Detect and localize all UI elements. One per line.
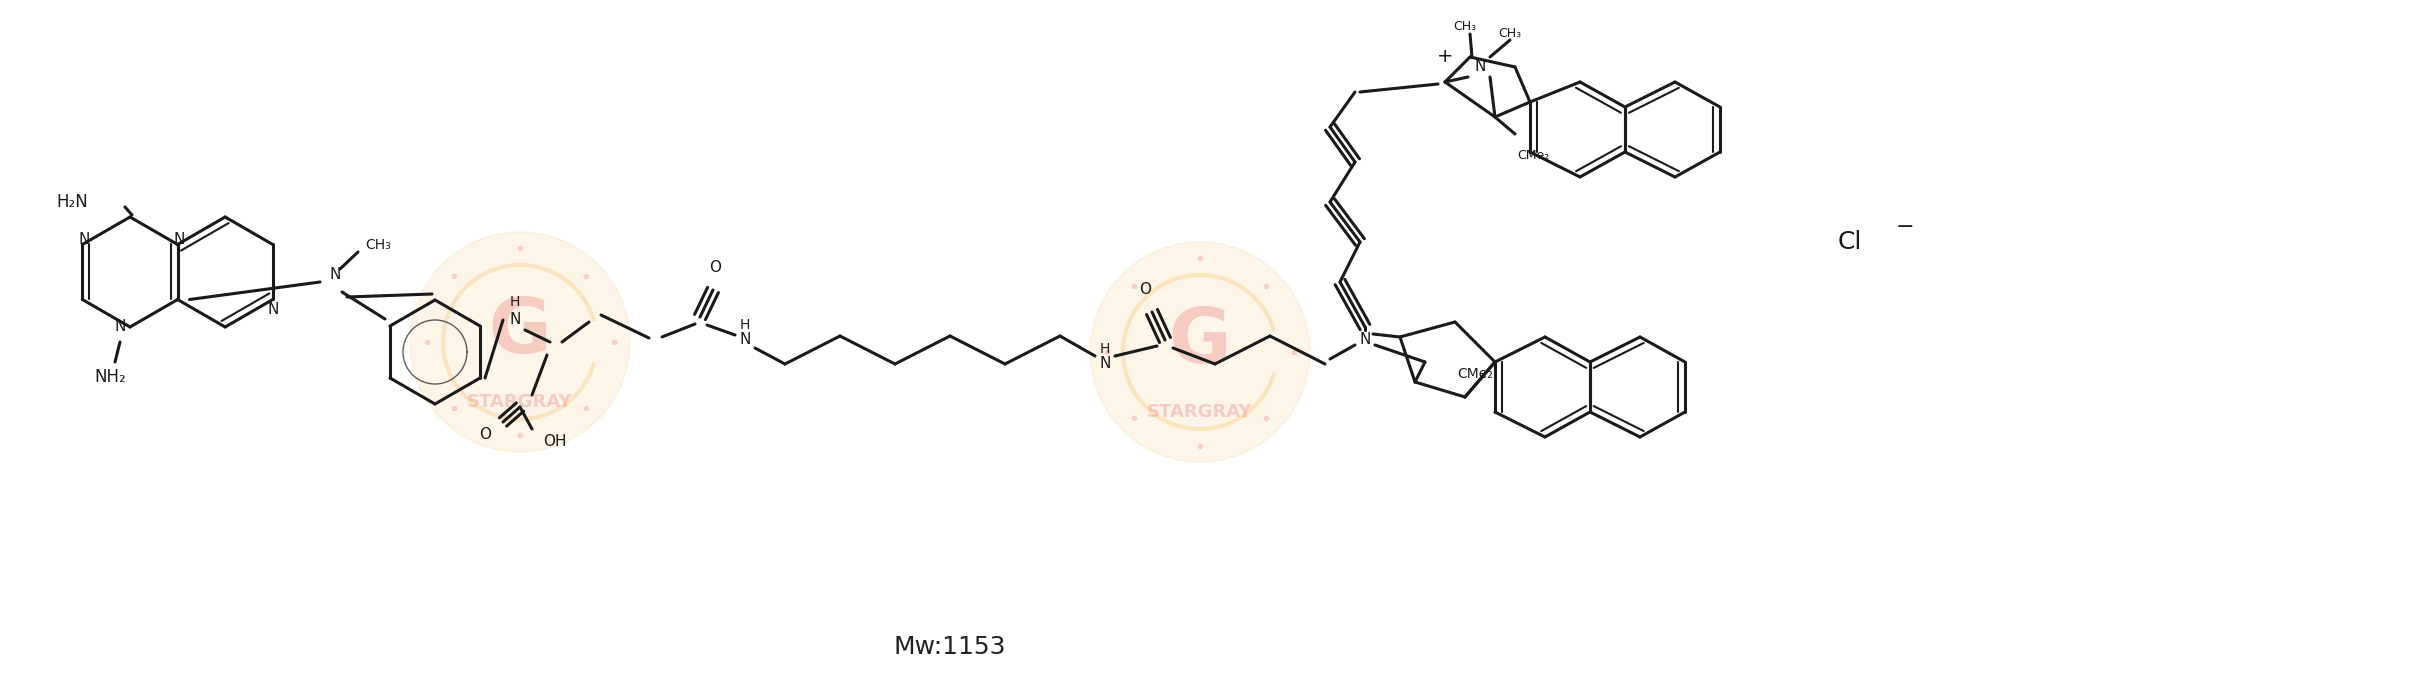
Text: CMe₂: CMe₂ [1517,149,1549,163]
Text: CMe₂: CMe₂ [1456,367,1493,381]
Text: +: + [1437,48,1454,66]
Text: H: H [511,295,520,309]
Text: H₂N: H₂N [56,193,88,211]
Text: N: N [78,232,90,247]
Text: O: O [710,260,722,275]
Text: O: O [479,428,491,442]
Text: CH₃: CH₃ [365,238,391,252]
Text: STARGRAY: STARGRAY [1147,403,1252,421]
Text: N: N [175,232,185,247]
Text: H: H [1099,342,1111,356]
Circle shape [1089,242,1310,462]
Circle shape [411,232,630,452]
Text: Cl: Cl [1838,230,1862,254]
Text: STARGRAY: STARGRAY [467,394,574,412]
Text: N: N [1359,332,1371,347]
Text: N: N [739,332,751,347]
Text: G: G [1169,305,1233,379]
Text: CH₃: CH₃ [1454,21,1476,33]
Text: CH₃: CH₃ [1497,28,1522,41]
Text: NH₂: NH₂ [95,368,126,386]
Text: N: N [114,320,126,334]
Text: N: N [511,313,520,327]
Text: O: O [1140,282,1150,298]
Text: N: N [1473,60,1485,75]
Text: OH: OH [542,435,566,450]
Text: −: − [1896,217,1913,237]
Text: N: N [267,302,280,317]
Text: N: N [328,268,340,282]
Text: N: N [1099,356,1111,372]
Text: H: H [739,318,751,332]
Text: G: G [489,295,552,369]
Text: Mw:1153: Mw:1153 [895,635,1006,659]
